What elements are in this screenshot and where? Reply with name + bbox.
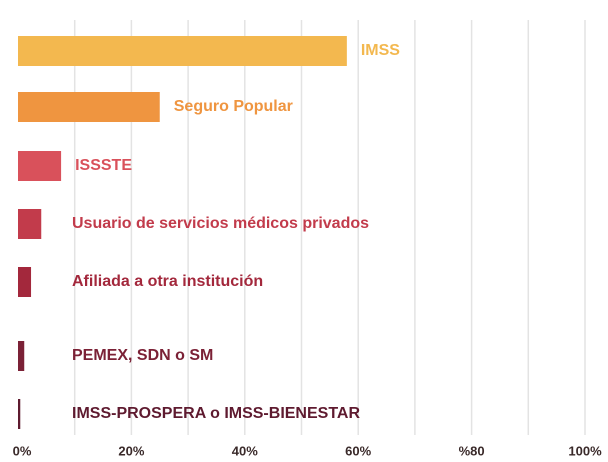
bar-label: PEMEX, SDN o SM <box>72 347 213 364</box>
bar <box>18 341 25 371</box>
bar-label: IMSS-PROSPERA o IMSS-BIENESTAR <box>72 405 360 422</box>
bar-label: IMSS <box>361 42 400 59</box>
x-tick-label: 100% <box>568 443 602 458</box>
bar-label: ISSSTE <box>75 157 132 174</box>
x-tick-label: 40% <box>232 443 258 458</box>
bar-label: Afiliada a otra institución <box>72 273 263 290</box>
bar <box>18 151 62 181</box>
bar <box>18 209 42 239</box>
bar-label: Usuario de servicios médicos privados <box>72 215 369 232</box>
x-tick-label: 60% <box>345 443 371 458</box>
bar <box>18 267 32 297</box>
bar-label: Seguro Popular <box>174 98 293 115</box>
x-tick-label: 20% <box>118 443 144 458</box>
bar <box>18 36 347 66</box>
bar <box>18 399 21 429</box>
x-tick-label: %80 <box>459 443 485 458</box>
bar <box>18 92 160 122</box>
x-tick-label: 0% <box>13 443 32 458</box>
